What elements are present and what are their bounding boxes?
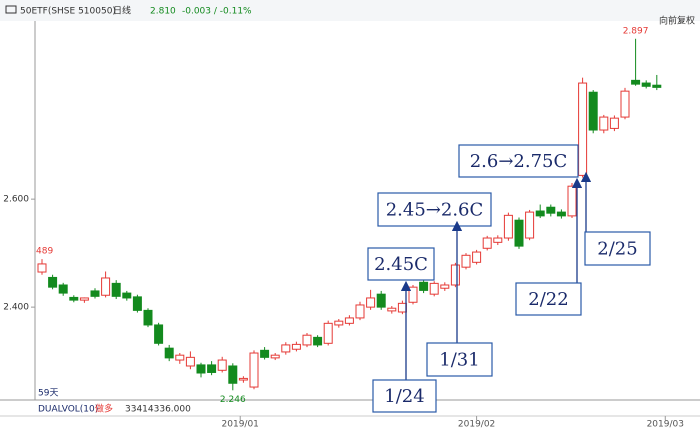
candle-body bbox=[143, 309, 153, 326]
candle-body bbox=[344, 317, 354, 324]
candle-body bbox=[450, 264, 460, 286]
candle-body bbox=[546, 206, 556, 214]
annotation: 1/24 bbox=[384, 386, 424, 407]
annotation: 2/25 bbox=[597, 239, 637, 260]
days-label: 59天 bbox=[38, 389, 58, 399]
candle-body bbox=[238, 377, 248, 381]
candle-body bbox=[514, 219, 524, 247]
candle-body bbox=[291, 343, 301, 350]
candle-body bbox=[69, 296, 79, 301]
header-bar bbox=[0, 0, 700, 21]
price: 2.810 bbox=[150, 7, 176, 17]
candle-body bbox=[397, 302, 407, 313]
candle-body bbox=[535, 210, 545, 217]
annotation: 2/22 bbox=[528, 289, 568, 310]
indicator-value: 33414336.000 bbox=[125, 405, 191, 415]
annotation: 1/31 bbox=[439, 350, 479, 371]
candle-body bbox=[313, 336, 323, 346]
x-tick-label: 2019/02 bbox=[458, 420, 495, 430]
annotation: 2.6→2.75C bbox=[470, 151, 568, 172]
annotation: 2.45C bbox=[374, 254, 428, 275]
candle-body bbox=[503, 214, 513, 239]
candle-body bbox=[482, 237, 492, 249]
annotation-box bbox=[367, 247, 435, 281]
period: 日线 bbox=[113, 5, 131, 17]
candle-body bbox=[132, 296, 142, 311]
candle-body bbox=[631, 79, 641, 85]
y-tick-label: 2.600 bbox=[3, 195, 29, 205]
annotation-box bbox=[584, 231, 651, 266]
candle-body bbox=[609, 117, 619, 129]
annotation-box bbox=[515, 282, 582, 316]
candle-body bbox=[323, 322, 333, 344]
candle-body bbox=[376, 293, 386, 308]
x-tick-label: 2019/01 bbox=[222, 420, 259, 430]
candle-body bbox=[101, 277, 111, 296]
mode: 做多 bbox=[95, 403, 113, 415]
candle-body bbox=[175, 354, 185, 361]
candle-body bbox=[652, 84, 662, 88]
candle-body bbox=[567, 185, 577, 217]
candle-body bbox=[249, 352, 259, 388]
annotation-box bbox=[458, 144, 579, 178]
annotation: 2.45→2.6C bbox=[386, 200, 484, 221]
candle-body bbox=[408, 286, 418, 303]
candle-body bbox=[281, 344, 291, 353]
annotation-box bbox=[377, 192, 492, 227]
candle-body bbox=[429, 282, 439, 295]
candle-body bbox=[185, 356, 195, 367]
candle-body bbox=[493, 237, 503, 243]
candle-body bbox=[599, 116, 609, 131]
x-tick-label: 2019/03 bbox=[647, 420, 684, 430]
candle-body bbox=[578, 82, 588, 176]
candle-body bbox=[154, 324, 164, 344]
candle-body bbox=[302, 334, 312, 346]
annotation-box bbox=[372, 379, 437, 413]
candle-body bbox=[217, 359, 227, 371]
candle-body bbox=[334, 320, 344, 326]
candle-body bbox=[48, 276, 58, 288]
adjust: 向前复权 bbox=[659, 15, 695, 27]
change: -0.003 / -0.11% bbox=[182, 7, 252, 17]
candle-body bbox=[111, 282, 121, 297]
candle-body bbox=[90, 290, 100, 297]
price-label: 489 bbox=[36, 247, 53, 257]
candle-body bbox=[525, 211, 535, 239]
candle-body bbox=[260, 349, 270, 358]
y-tick-label: 2.400 bbox=[3, 303, 29, 313]
candle-body bbox=[207, 364, 217, 373]
annotation-box bbox=[426, 342, 493, 377]
candle-body bbox=[419, 281, 429, 291]
candle-body bbox=[641, 82, 651, 87]
candle-body bbox=[79, 297, 89, 301]
candle-body bbox=[164, 347, 174, 359]
candle-body bbox=[620, 90, 630, 118]
candle-body bbox=[461, 254, 471, 268]
indicator: DUALVOL(10) bbox=[38, 405, 98, 415]
candle-body bbox=[556, 211, 566, 217]
symbol: 50ETF(SHSE 510050) bbox=[20, 7, 116, 17]
candle-body bbox=[387, 307, 397, 312]
candle-body bbox=[366, 297, 376, 308]
candle-body bbox=[122, 292, 132, 299]
price-label: 2.246 bbox=[220, 395, 246, 405]
candle-body bbox=[196, 364, 206, 374]
icon bbox=[5, 5, 17, 14]
price-label: 2.897 bbox=[623, 26, 649, 36]
candle-body bbox=[355, 304, 365, 319]
candle-body bbox=[270, 354, 280, 359]
candle-body bbox=[440, 284, 450, 289]
candle-body bbox=[58, 284, 68, 294]
candle-body bbox=[588, 91, 598, 131]
candle-body bbox=[228, 365, 238, 384]
candle-body bbox=[37, 263, 47, 273]
candle-body bbox=[472, 251, 482, 263]
